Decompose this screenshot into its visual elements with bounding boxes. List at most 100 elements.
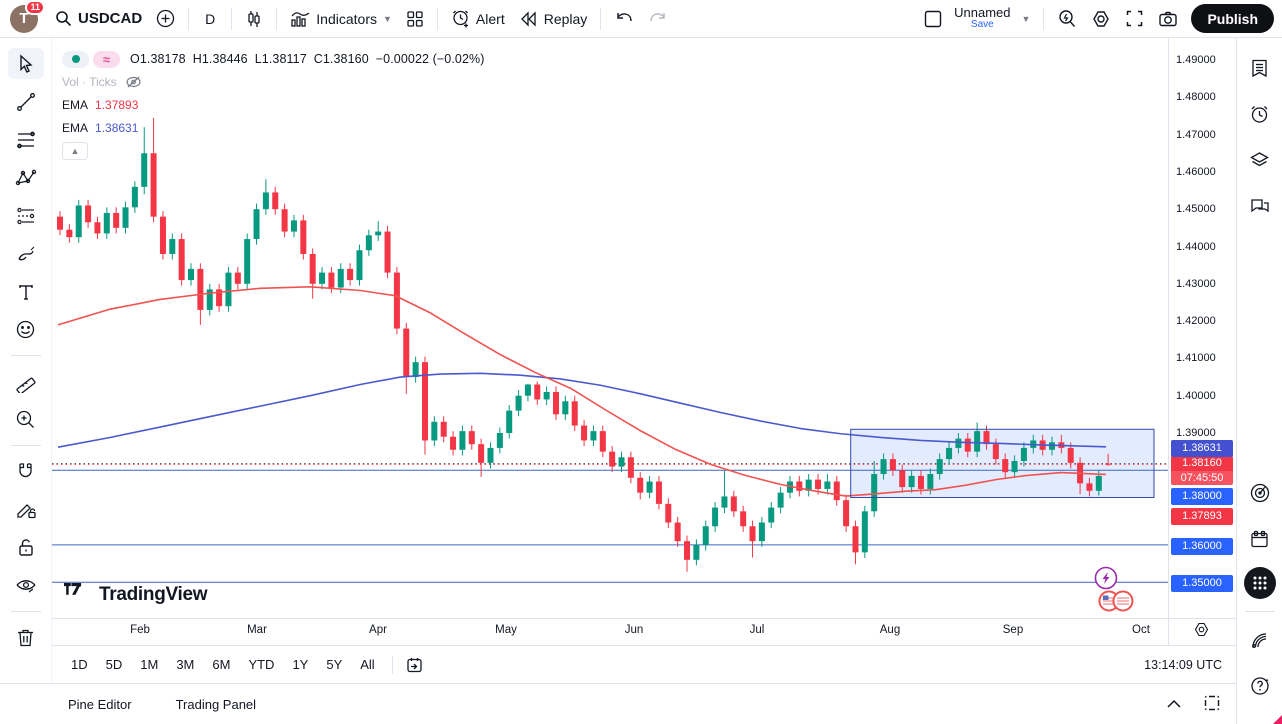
candle[interactable] — [646, 481, 653, 493]
fib-retracement-tool-button[interactable] — [8, 124, 44, 155]
candle[interactable] — [478, 444, 485, 463]
price-scale[interactable]: 1.38160 07:45:50 1.49000 1.48000 1.47000 1.… — [1168, 38, 1236, 618]
candle[interactable] — [468, 431, 475, 445]
candle[interactable] — [75, 205, 82, 238]
month-label[interactable]: Jul — [749, 624, 765, 636]
candle[interactable] — [889, 459, 896, 471]
lock-drawings-button[interactable] — [8, 532, 44, 563]
candles-group[interactable] — [57, 117, 1112, 572]
candle[interactable] — [768, 507, 775, 523]
symbol-search-button[interactable]: USDCAD — [48, 6, 149, 31]
candle[interactable] — [655, 481, 662, 504]
remove-objects-button[interactable] — [8, 622, 44, 653]
alert-button[interactable]: Alert — [444, 5, 512, 32]
candle[interactable] — [618, 457, 625, 467]
candle[interactable] — [852, 526, 859, 553]
candle[interactable] — [440, 421, 447, 437]
candle[interactable] — [1011, 460, 1018, 473]
emoji-tool-button[interactable] — [8, 314, 44, 345]
candle[interactable] — [927, 474, 934, 489]
candle[interactable] — [1105, 463, 1112, 465]
publish-button[interactable]: Publish — [1191, 4, 1274, 33]
candle[interactable] — [674, 522, 681, 542]
candle[interactable] — [552, 391, 560, 415]
candle[interactable] — [693, 544, 700, 560]
candle[interactable] — [627, 457, 634, 478]
candle[interactable] — [1048, 442, 1055, 450]
range-button-3m[interactable]: 3M — [167, 653, 203, 676]
magnet-tool-button[interactable] — [8, 456, 44, 487]
watchlist-button[interactable] — [1242, 50, 1278, 86]
candle[interactable] — [197, 268, 204, 310]
candle[interactable] — [281, 209, 288, 232]
user-menu-button[interactable]: T 11 — [10, 0, 45, 33]
chart-style-button[interactable] — [238, 6, 270, 32]
zoom-in-tool-button[interactable] — [8, 404, 44, 435]
candle[interactable] — [300, 220, 307, 254]
candle[interactable] — [833, 481, 840, 501]
candle[interactable] — [384, 231, 391, 273]
candle[interactable] — [225, 272, 232, 307]
candle[interactable] — [665, 503, 672, 523]
candle[interactable] — [290, 220, 297, 232]
candle[interactable] — [843, 500, 850, 527]
candle[interactable] — [347, 268, 354, 281]
layout-dropdown-button[interactable]: ▼ — [1015, 10, 1038, 28]
candle[interactable] — [805, 479, 812, 491]
candle[interactable] — [337, 268, 344, 288]
save-label[interactable]: Save — [970, 19, 994, 31]
range-button-5d[interactable]: 5D — [97, 653, 132, 676]
candle[interactable] — [450, 436, 457, 450]
trend-line-tool-button[interactable] — [8, 86, 44, 117]
candle[interactable] — [908, 475, 915, 488]
legend-collapse-button[interactable]: ▲ — [62, 142, 88, 160]
go-to-date-button[interactable] — [391, 655, 424, 674]
clock-utc[interactable]: 13:14:09 UTC — [1144, 657, 1222, 672]
replay-button[interactable]: Replay — [512, 7, 595, 31]
candle[interactable] — [777, 492, 784, 508]
economic-events-flags-icon[interactable] — [1098, 590, 1134, 612]
month-label[interactable]: Apr — [369, 624, 387, 636]
candle[interactable] — [272, 192, 279, 210]
range-button-1m[interactable]: 1M — [131, 653, 167, 676]
candle[interactable] — [178, 239, 185, 281]
redo-button[interactable] — [641, 7, 675, 31]
candle[interactable] — [169, 239, 176, 254]
brush-tool-button[interactable] — [8, 238, 44, 269]
price-chart[interactable] — [52, 38, 1168, 618]
candle[interactable] — [936, 459, 943, 475]
candle[interactable] — [590, 431, 597, 441]
data-feed-status-button[interactable] — [1242, 622, 1278, 658]
range-button-5y[interactable]: 5Y — [317, 653, 351, 676]
apps-grid-button[interactable] — [1243, 567, 1276, 599]
settings-button[interactable] — [1084, 5, 1118, 33]
candle[interactable] — [159, 216, 166, 254]
candle[interactable] — [262, 192, 269, 210]
alerts-panel-button[interactable] — [1242, 96, 1278, 132]
candle[interactable] — [974, 431, 981, 452]
ema-slow-line[interactable] — [57, 372, 1106, 448]
candle[interactable] — [234, 272, 241, 284]
candle[interactable] — [1095, 475, 1102, 491]
hide-drawings-button[interactable] — [8, 570, 44, 601]
candle[interactable] — [599, 431, 606, 452]
ema-slow-row[interactable]: EMA 1.38631 — [62, 118, 492, 138]
candle[interactable] — [113, 212, 120, 228]
month-label[interactable]: Jun — [624, 624, 644, 636]
candle[interactable] — [983, 431, 990, 445]
panel-maximize-button[interactable] — [1204, 695, 1220, 714]
candle[interactable] — [815, 479, 822, 489]
candle[interactable] — [871, 474, 878, 512]
candle[interactable] — [880, 459, 887, 475]
candle[interactable] — [824, 481, 831, 489]
candle[interactable] — [319, 272, 326, 284]
month-label[interactable]: May — [495, 624, 517, 636]
layout-name-button[interactable]: Unnamed Save — [950, 4, 1014, 32]
candle[interactable] — [150, 153, 157, 217]
candle[interactable] — [66, 229, 73, 238]
candle[interactable] — [506, 410, 513, 433]
object-tree-button[interactable] — [1242, 142, 1278, 178]
quick-search-button[interactable] — [1050, 5, 1084, 33]
candle[interactable] — [206, 289, 213, 310]
candle[interactable] — [216, 289, 223, 307]
